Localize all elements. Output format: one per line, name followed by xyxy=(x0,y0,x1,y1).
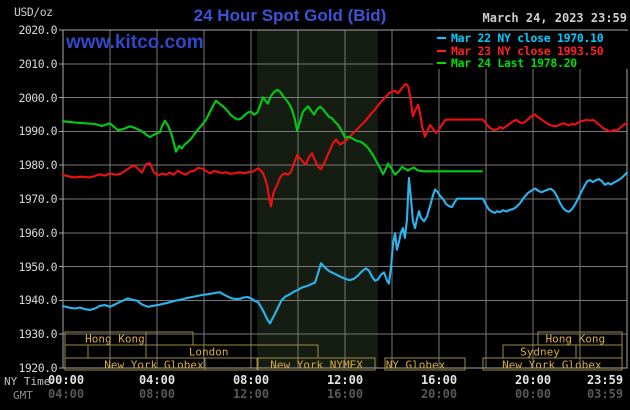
y-axis-tick-label: 1950.0 xyxy=(18,259,57,274)
y-axis-tick-label: 1960.0 xyxy=(18,225,57,240)
y-axis-unit-label: USD/oz xyxy=(14,5,53,19)
y-axis-tick-label: 1930.0 xyxy=(18,327,57,342)
x-axis-ny-tick-label: 16:00 xyxy=(420,373,458,387)
ny-time-axis-label: NY Time xyxy=(4,375,51,388)
legend-label: Mar 23 NY close 1993.50 xyxy=(451,43,604,58)
legend-dash-icon xyxy=(437,62,446,65)
x-axis-ny-tick-label: 08:00 xyxy=(232,373,270,387)
y-axis-tick-label: 2010.0 xyxy=(18,56,57,71)
x-axis-ny-tick-label: 20:00 xyxy=(514,373,552,387)
session-label: London xyxy=(189,346,229,359)
x-axis-gmt-tick-label: 20:00 xyxy=(420,387,458,401)
series-line-mar-22 xyxy=(61,171,629,325)
session-box xyxy=(64,344,147,359)
gmt-axis-label: GMT xyxy=(13,389,33,402)
session-box xyxy=(257,357,376,371)
session-label: New York NYMEX xyxy=(270,359,363,372)
y-axis-tick-label: 1980.0 xyxy=(18,158,57,173)
session-label: Sydney xyxy=(520,346,560,359)
y-axis-tick-label: 2000.0 xyxy=(18,90,57,105)
y-axis-tick-label: 1970.0 xyxy=(18,192,57,206)
legend: Mar 22 NY close 1970.10 Mar 23 NY close 1… xyxy=(437,31,627,71)
y-axis-tick-label: 1940.0 xyxy=(18,293,57,308)
x-axis-gmt-tick-label: 16:00 xyxy=(326,387,364,401)
legend-item: Mar 23 NY close 1993.50 xyxy=(437,43,627,58)
x-axis-gmt-tick-label: 00:00 xyxy=(514,387,552,401)
legend-dash-icon xyxy=(437,49,446,52)
session-box xyxy=(384,357,466,371)
y-axis-tick-label: 1920.0 xyxy=(18,361,57,375)
series-line-mar-24 xyxy=(61,88,484,176)
session-label: Hong Kong xyxy=(85,333,145,346)
x-axis-ny-tick-label: 04:00 xyxy=(138,373,176,387)
legend-background xyxy=(433,31,628,69)
x-axis-gmt-tick-label: 08:00 xyxy=(138,387,176,401)
x-axis-ny-tick-label: 00:00 xyxy=(47,373,85,387)
legend-item: Mar 24 Last 1978.20 xyxy=(437,56,627,71)
series-line-mar-23 xyxy=(61,83,629,208)
session-box xyxy=(482,357,623,371)
y-axis-tick-label: 2020.0 xyxy=(18,23,57,37)
legend-label: Mar 24 Last 1978.20 xyxy=(451,56,577,71)
y-axis-tick-label: 1990.0 xyxy=(18,124,57,139)
session-label: NY Globex xyxy=(386,359,446,372)
session-box xyxy=(64,357,258,371)
chart-datetime: March 24, 2023 23:59 xyxy=(482,11,628,25)
legend-item: Mar 22 NY close 1970.10 xyxy=(437,31,627,45)
x-axis-gmt-tick-label: 04:00 xyxy=(47,387,85,401)
session-label: Hong Kong xyxy=(545,333,605,346)
legend-dash-icon xyxy=(437,37,446,39)
x-axis-gmt-tick-label: 12:00 xyxy=(232,387,270,401)
kitco-watermark: www.kitco.com xyxy=(66,32,204,53)
x-axis-ny-tick-label: 23:59 xyxy=(586,373,624,387)
x-axis-gmt-tick-label: 03:59 xyxy=(586,387,624,401)
page-title: 24 Hour Spot Gold (Bid) xyxy=(193,6,387,25)
x-axis-ny-tick-label: 12:00 xyxy=(326,373,364,387)
session-label: New York Globex xyxy=(104,359,204,372)
session-label: New York Globex xyxy=(502,359,602,372)
legend-label: Mar 22 NY close 1970.10 xyxy=(451,31,604,45)
